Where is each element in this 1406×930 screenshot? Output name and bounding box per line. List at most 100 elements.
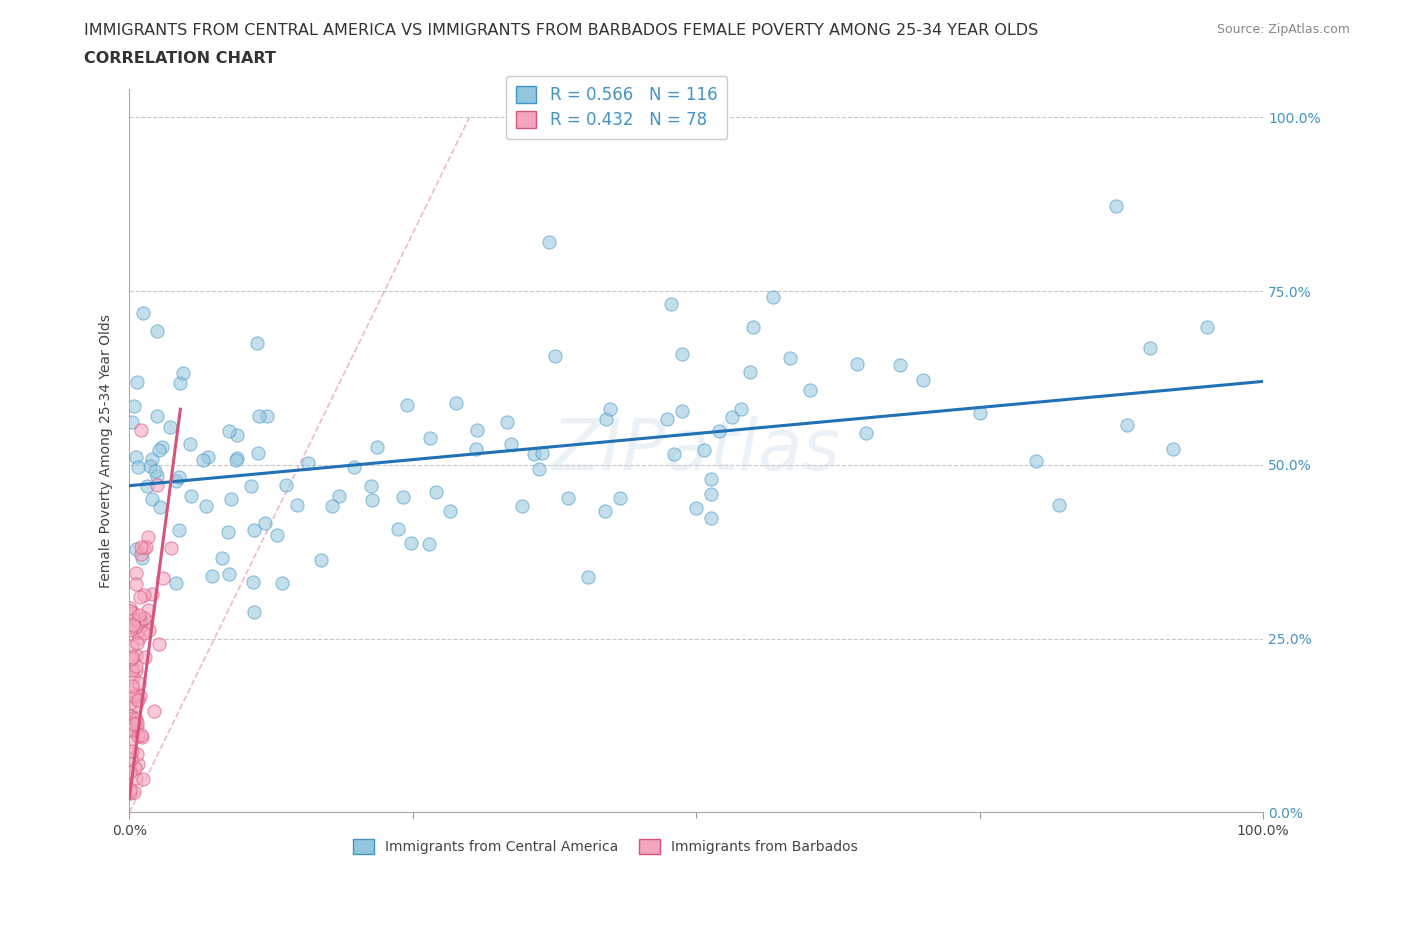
Point bbox=[125, 663, 148, 678]
Point bbox=[855, 426, 877, 441]
Point bbox=[132, 306, 155, 321]
Point bbox=[444, 396, 467, 411]
Point bbox=[120, 722, 142, 737]
Point bbox=[122, 618, 145, 632]
Point bbox=[165, 473, 187, 488]
Point bbox=[143, 464, 166, 479]
Point bbox=[392, 489, 415, 504]
Point bbox=[134, 650, 156, 665]
Point bbox=[148, 443, 170, 458]
Point bbox=[249, 409, 271, 424]
Point bbox=[195, 498, 218, 513]
Point bbox=[141, 491, 163, 506]
Point bbox=[118, 764, 141, 779]
Point bbox=[256, 408, 278, 423]
Point bbox=[439, 503, 461, 518]
Point bbox=[127, 728, 149, 743]
Point bbox=[1161, 442, 1184, 457]
Point bbox=[576, 569, 599, 584]
Point bbox=[537, 235, 560, 250]
Point bbox=[180, 489, 202, 504]
Point bbox=[118, 696, 141, 711]
Point bbox=[120, 604, 142, 618]
Point bbox=[124, 760, 146, 775]
Point bbox=[226, 428, 249, 443]
Point bbox=[172, 365, 194, 380]
Point bbox=[738, 365, 761, 379]
Point bbox=[969, 405, 991, 420]
Point bbox=[135, 539, 157, 554]
Point bbox=[120, 752, 142, 767]
Point bbox=[127, 375, 149, 390]
Point bbox=[121, 714, 143, 729]
Point bbox=[120, 652, 142, 667]
Point bbox=[134, 541, 156, 556]
Point bbox=[131, 551, 153, 565]
Point bbox=[655, 411, 678, 426]
Point bbox=[1139, 341, 1161, 356]
Point bbox=[131, 729, 153, 744]
Point bbox=[139, 458, 162, 473]
Point bbox=[671, 404, 693, 418]
Point bbox=[692, 443, 714, 458]
Point bbox=[240, 478, 263, 493]
Point bbox=[496, 415, 519, 430]
Point bbox=[120, 722, 142, 737]
Point bbox=[150, 440, 173, 455]
Point bbox=[742, 320, 765, 335]
Point bbox=[544, 348, 567, 363]
Point bbox=[146, 408, 169, 423]
Point bbox=[128, 676, 150, 691]
Point bbox=[799, 382, 821, 397]
Point bbox=[700, 511, 723, 525]
Point bbox=[510, 498, 533, 513]
Point bbox=[127, 693, 149, 708]
Point bbox=[127, 625, 149, 640]
Point bbox=[121, 679, 143, 694]
Point bbox=[599, 401, 621, 416]
Point bbox=[121, 649, 143, 664]
Point bbox=[425, 485, 447, 500]
Point bbox=[121, 744, 143, 759]
Point bbox=[136, 530, 159, 545]
Text: Source: ZipAtlas.com: Source: ZipAtlas.com bbox=[1216, 23, 1350, 36]
Point bbox=[148, 636, 170, 651]
Point bbox=[465, 442, 488, 457]
Point bbox=[127, 746, 149, 761]
Point bbox=[125, 711, 148, 726]
Point bbox=[671, 347, 693, 362]
Text: CORRELATION CHART: CORRELATION CHART bbox=[84, 51, 276, 66]
Point bbox=[1105, 198, 1128, 213]
Point bbox=[125, 698, 148, 712]
Point bbox=[136, 479, 159, 494]
Point bbox=[266, 528, 288, 543]
Point bbox=[120, 622, 142, 637]
Point bbox=[118, 601, 141, 616]
Point bbox=[121, 619, 143, 634]
Point bbox=[779, 351, 801, 365]
Point bbox=[685, 500, 707, 515]
Point bbox=[121, 638, 143, 653]
Point bbox=[125, 659, 148, 674]
Point bbox=[247, 445, 270, 460]
Point bbox=[124, 620, 146, 635]
Point bbox=[179, 436, 201, 451]
Point bbox=[846, 357, 869, 372]
Point bbox=[129, 590, 152, 604]
Point bbox=[418, 537, 440, 551]
Point bbox=[165, 576, 187, 591]
Point bbox=[595, 412, 617, 427]
Point bbox=[122, 398, 145, 413]
Point bbox=[1025, 454, 1047, 469]
Point bbox=[396, 398, 419, 413]
Point bbox=[285, 498, 308, 512]
Point bbox=[276, 477, 298, 492]
Point bbox=[125, 636, 148, 651]
Point bbox=[132, 610, 155, 625]
Point bbox=[361, 493, 384, 508]
Point bbox=[211, 551, 233, 565]
Point bbox=[659, 297, 682, 312]
Point bbox=[253, 515, 276, 530]
Point bbox=[122, 605, 145, 620]
Point bbox=[141, 451, 163, 466]
